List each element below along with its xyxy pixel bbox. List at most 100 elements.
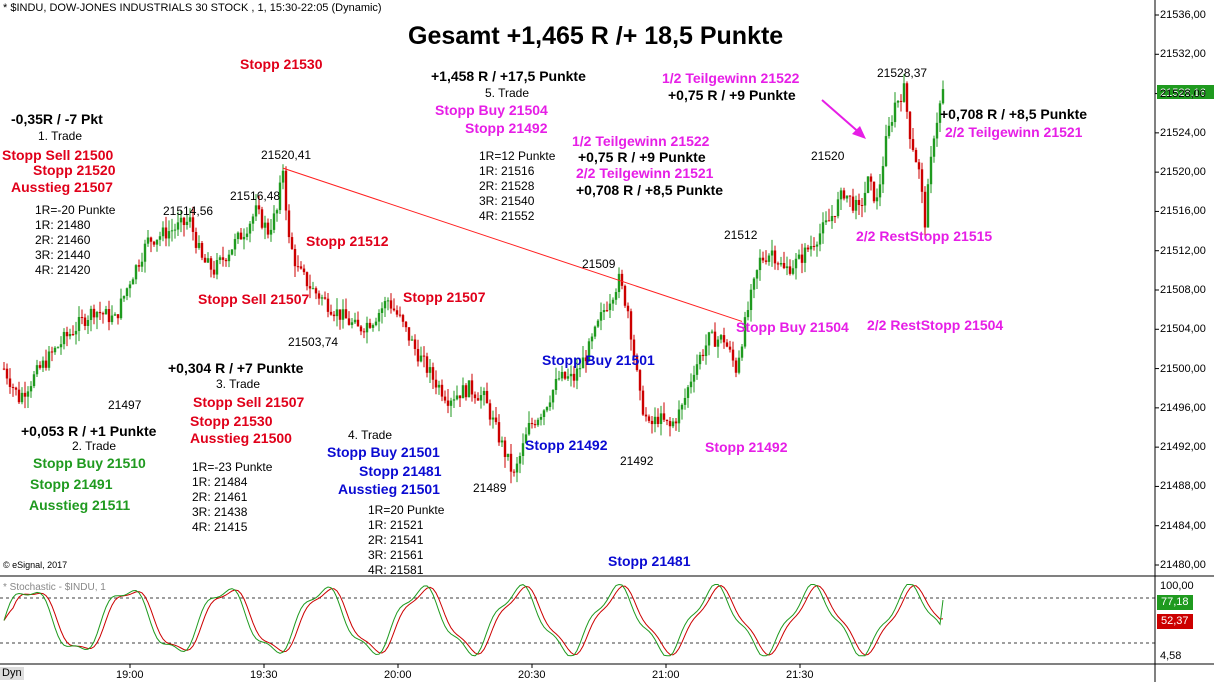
candle-body <box>641 390 645 415</box>
candle-body <box>161 227 165 237</box>
candle-body <box>587 341 591 362</box>
candle-body <box>566 376 570 379</box>
candle-body <box>41 360 45 368</box>
candle-body <box>542 410 546 418</box>
candle-body <box>248 223 252 234</box>
candle-body <box>77 317 81 331</box>
candle-body <box>752 278 756 290</box>
candle-body <box>302 268 306 273</box>
candle-body <box>422 355 426 357</box>
candle-body <box>620 273 624 286</box>
candle-body <box>695 364 699 375</box>
reststopp-21515-label: 2/2 RestStopp 21515 <box>856 228 993 244</box>
trade5-tg2-result: +0,708 R / +8,5 Punkte <box>576 182 724 198</box>
time-tick-label: 19:00 <box>116 669 144 681</box>
price-tick-label: 21488,00 <box>1160 480 1206 493</box>
candle-body <box>644 414 648 417</box>
candle-body <box>314 288 318 294</box>
candle-body <box>512 471 516 473</box>
trade5-tg1: 1/2 Teilgewinn 21522 <box>572 133 710 149</box>
candle-body <box>785 266 789 269</box>
candle-body <box>707 332 711 346</box>
candle-body <box>635 356 639 371</box>
candle-body <box>902 83 906 102</box>
candle-body <box>572 373 576 381</box>
candle-body <box>764 260 768 262</box>
trade2-ausstieg: Ausstieg 21511 <box>29 497 131 513</box>
candle-body <box>863 192 867 206</box>
candle-body <box>488 403 492 420</box>
stopp-sell-21507-label: Stopp Sell 21507 <box>198 291 310 307</box>
candle-body <box>44 360 48 368</box>
candle-body <box>242 236 246 240</box>
candle-body <box>575 368 579 381</box>
candle-body <box>5 368 9 379</box>
candle-body <box>800 254 804 263</box>
candle-body <box>92 308 96 318</box>
candle-body <box>545 407 549 411</box>
price-tick-label: 21484,00 <box>1160 519 1206 532</box>
price-tick-label: 21496,00 <box>1160 401 1206 414</box>
candle-body <box>146 237 150 244</box>
time-tick-label: 20:00 <box>384 669 412 681</box>
candle-body <box>344 309 348 319</box>
candle-body <box>125 288 129 296</box>
candle-body <box>326 298 330 312</box>
candle-body <box>317 293 321 299</box>
candle-body <box>815 244 819 247</box>
candle-body <box>521 443 525 456</box>
stoch-d-tag: 52,37 <box>1157 614 1193 629</box>
candle-body <box>410 339 414 341</box>
candle-body <box>551 390 555 403</box>
candle-body <box>17 389 21 403</box>
candle-body <box>539 417 543 420</box>
tg1-right-result: +0,75 R / +9 Punkte <box>668 87 796 103</box>
candle-body <box>770 250 774 256</box>
price-label: 21509 <box>582 257 616 271</box>
candle-body <box>434 379 438 388</box>
candle-body <box>152 241 156 245</box>
candle-body <box>260 209 264 228</box>
candle-body <box>461 385 465 399</box>
candle-body <box>929 156 933 185</box>
candle-body <box>35 365 39 375</box>
trade3-result: +0,304 R / +7 Punkte <box>168 360 304 376</box>
candle-body <box>746 310 750 318</box>
trade5-tg1-result: +0,75 R / +9 Punkte <box>578 149 706 165</box>
candle-body <box>398 314 402 316</box>
trade4-r2: 2R: 21541 <box>368 533 424 547</box>
candle-body <box>821 222 825 234</box>
candle-body <box>536 419 540 426</box>
headline-total: Gesamt +1,465 R /+ 18,5 Punkte <box>408 22 784 50</box>
candle-body <box>131 279 135 285</box>
candle-body <box>860 205 864 207</box>
candle-body <box>323 297 327 299</box>
candle-body <box>305 272 309 287</box>
price-label: 21520,41 <box>261 148 312 162</box>
trade1-r2: 2R: 21460 <box>35 233 91 247</box>
stopp-21492-label: Stopp 21492 <box>525 437 608 453</box>
stoch-k-line <box>3 583 944 657</box>
candle-body <box>686 387 690 398</box>
candle-body <box>197 243 201 248</box>
trade1-stopp-sell: Stopp Sell 21500 <box>2 147 114 163</box>
candle-body <box>710 331 714 333</box>
candle-body <box>473 394 477 399</box>
candle-body <box>122 295 126 299</box>
stopp-21507-label: Stopp 21507 <box>403 289 486 305</box>
candle-body <box>581 357 585 369</box>
trade3-r1: 1R: 21484 <box>192 475 248 489</box>
candle-body <box>836 199 840 217</box>
candle-body <box>809 245 813 250</box>
dyn-tab[interactable]: Dyn <box>0 667 24 680</box>
candle-body <box>467 380 471 398</box>
candle-body <box>209 258 213 270</box>
stopp-buy-21501-label: Stopp Buy 21501 <box>542 352 655 368</box>
candle-body <box>788 266 792 274</box>
candle-body <box>101 313 105 315</box>
trade3-stopp-sell: Stopp Sell 21507 <box>193 394 305 410</box>
stoch-k-tag: 77,18 <box>1157 595 1193 610</box>
candle-body <box>722 335 726 343</box>
candle-body <box>926 184 930 228</box>
